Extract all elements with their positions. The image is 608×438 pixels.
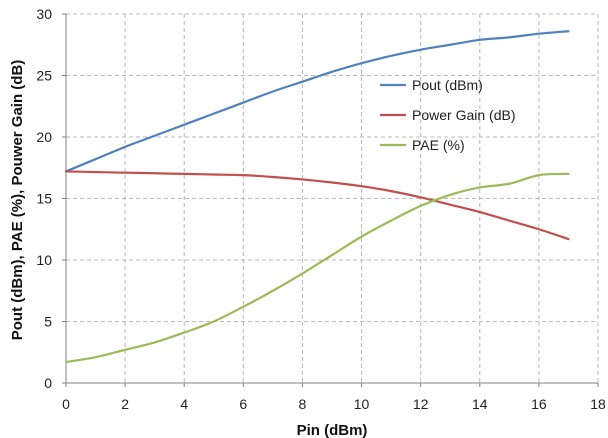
gridlines	[66, 13, 599, 383]
y-tick-label: 0	[44, 375, 52, 391]
legend-label-pae: PAE (%)	[412, 137, 465, 153]
x-tick-label: 16	[531, 396, 547, 412]
y-tick-label: 5	[44, 314, 52, 330]
series-line-pout-dbm	[64, 30, 570, 173]
x-tick-label: 10	[354, 396, 370, 412]
axes: 0 2 4 6 8 10 12 14 16 18 0 5 10 15 20 25 30	[36, 6, 606, 412]
series-line-pae	[64, 172, 570, 364]
x-tick-label: 2	[121, 396, 129, 412]
x-tick-label: 6	[239, 396, 247, 412]
y-tick-label: 10	[36, 252, 52, 268]
x-tick-label: 8	[299, 396, 307, 412]
y-tick-label: 30	[36, 6, 52, 22]
x-tick-label: 12	[413, 396, 429, 412]
x-tick-label: 0	[62, 396, 70, 412]
x-tick-label: 18	[590, 396, 606, 412]
x-tick-label: 4	[180, 396, 188, 412]
legend-label-power-gain-db: Power Gain (dB)	[412, 107, 515, 123]
x-tick-label: 14	[472, 396, 488, 412]
legend-label-pout-dbm: Pout (dBm)	[412, 77, 483, 93]
series-lines	[64, 30, 570, 364]
y-tick-label: 20	[36, 129, 52, 145]
y-tick-label: 25	[36, 68, 52, 84]
legend: Pout (dBm) Power Gain (dB) PAE (%)	[380, 77, 515, 153]
y-axis-title: Pout (dBm), PAE (%), Pouwer Gain (dB)	[9, 60, 26, 341]
x-axis-title: Pin (dBm)	[297, 422, 368, 438]
series-line-power-gain-db	[64, 170, 570, 241]
y-tick-label: 15	[36, 191, 52, 207]
